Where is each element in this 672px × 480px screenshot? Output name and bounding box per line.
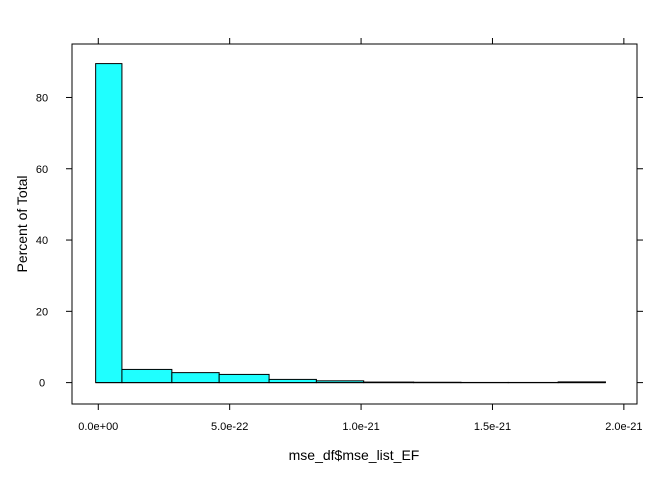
x-axis-title: mse_df$mse_list_EF	[289, 447, 420, 463]
histogram-bar	[218, 373, 270, 384]
y-axis-title: Percent of Total	[14, 175, 30, 272]
plot-panel-border	[71, 43, 638, 405]
y-tick-label: 80	[36, 92, 48, 104]
y-tick-label: 60	[36, 164, 48, 176]
y-tick-label: 40	[36, 235, 48, 247]
histogram-bars	[95, 63, 606, 384]
histogram-bar	[121, 368, 173, 384]
y-axis-ticks: 0 20 40 60 80	[36, 92, 643, 390]
x-tick-label: 5.0e-22	[211, 421, 248, 433]
x-axis-ticks: 0.0e+00 5.0e-22 1.0e-21 1.5e-21 2.0e-21	[78, 38, 643, 433]
y-tick-label: 0	[39, 378, 45, 390]
x-tick-label: 1.5e-21	[474, 421, 511, 433]
histogram-bar	[95, 63, 123, 384]
x-tick-label: 1.0e-21	[342, 421, 379, 433]
y-tick-label: 20	[36, 306, 48, 318]
histogram-bar	[171, 372, 220, 384]
x-tick-label: 0.0e+00	[78, 421, 118, 433]
x-tick-label: 2.0e-21	[605, 421, 642, 433]
